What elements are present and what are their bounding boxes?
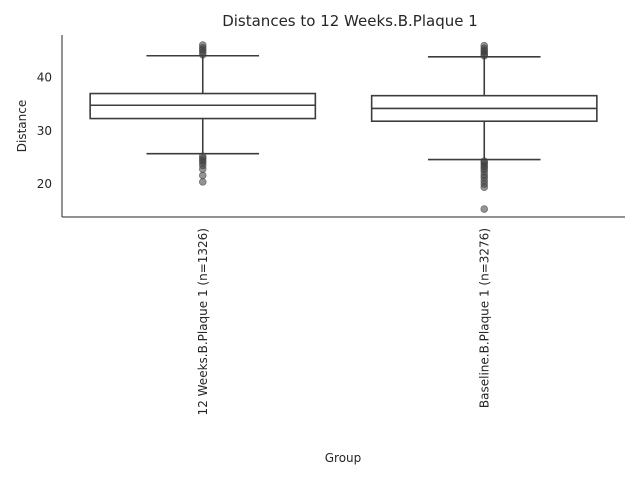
outlier-point [480, 157, 489, 165]
outlier-point [198, 171, 207, 180]
x-tick-label: 12 Weeks.B.Plaque 1 (n=1326) [196, 228, 210, 415]
outlier-point [198, 178, 207, 186]
y-axis-label: Distance [15, 100, 29, 152]
box-group [370, 41, 598, 213]
outlier-point [198, 152, 207, 161]
x-axis-label: Group [325, 451, 362, 465]
box-group [89, 41, 317, 186]
outlier-point [480, 41, 489, 50]
x-tick-label: Baseline.B.Plaque 1 (n=3276) [477, 228, 491, 408]
x-tick-labels: 12 Weeks.B.Plaque 1 (n=1326) Baseline.B.P… [196, 228, 492, 415]
chart-title: Distances to 12 Weeks.B.Plaque 1 [222, 12, 478, 30]
y-tick-label: 30 [37, 124, 52, 138]
outlier-point [198, 41, 207, 49]
y-tick-label: 20 [37, 177, 52, 191]
box-groups [89, 41, 598, 213]
outlier-point [480, 205, 489, 213]
y-tick-labels: 20 30 40 [37, 71, 52, 191]
y-tick-label: 40 [37, 71, 52, 85]
